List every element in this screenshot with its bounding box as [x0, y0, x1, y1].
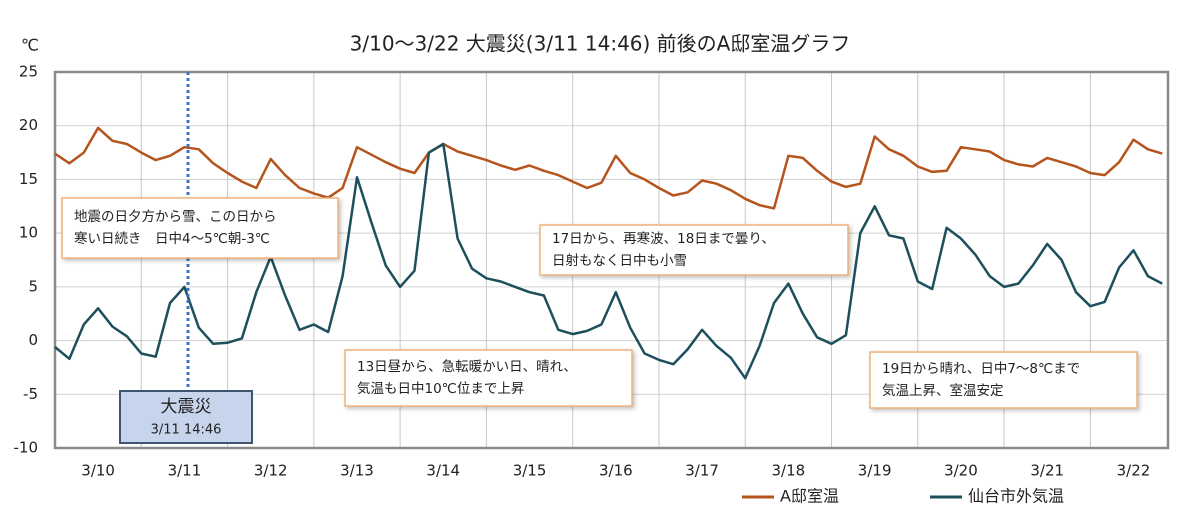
y-tick-label: 20: [19, 116, 38, 134]
x-tick-label: 3/17: [685, 462, 719, 480]
series-line: [54, 126, 1163, 210]
annotation-box: [869, 351, 1138, 409]
x-tick-label: 3/11: [168, 462, 202, 480]
legend-label: A邸室温: [780, 487, 839, 506]
y-tick-label: 25: [19, 63, 38, 81]
x-tick-label: 3/21: [1030, 462, 1064, 480]
event-time: 3/11 14:46: [151, 423, 222, 438]
x-tick-label: 3/16: [599, 462, 633, 480]
event-box: [119, 390, 253, 444]
y-tick-label: 5: [28, 277, 38, 295]
annotation-text: 19日から晴れ、日中7～8℃まで: [882, 361, 1080, 377]
annotation-text: 気温も日中10℃位まで上昇: [357, 381, 524, 397]
x-tick-label: 3/10: [81, 462, 115, 480]
annotation-text: 13日昼から、急転暖かい日、晴れ、: [357, 359, 577, 375]
annotation-text: 地震の日夕方から雪、この日から: [74, 209, 277, 225]
y-tick-label: 0: [28, 331, 38, 349]
annotation-box: [344, 349, 633, 407]
annotation-text: 17日から、再寒波、18日まで曇り、: [552, 230, 775, 247]
annotation-text: 寒い日続き 日中4～5℃朝-3℃: [74, 230, 270, 247]
y-tick-label: 15: [19, 170, 38, 188]
x-tick-label: 3/20: [944, 462, 978, 480]
annotation-text: 日射もなく日中も小雪: [552, 253, 687, 269]
plot-frame: [53, 70, 1170, 450]
x-tick-label: 3/22: [1117, 462, 1151, 480]
series-line: [54, 142, 1163, 380]
annotation-text: 気温上昇、室温安定: [882, 382, 1004, 399]
chart-title: 3/10～3/22 大震災(3/11 14:46) 前後のA邸室温グラフ: [350, 32, 851, 56]
y-tick-label: -5: [23, 385, 38, 403]
y-tick-label: -10: [14, 439, 39, 457]
y-unit: ℃: [21, 36, 39, 55]
x-tick-label: 3/18: [772, 462, 806, 480]
y-tick-label: 10: [19, 224, 38, 242]
legend-label: 仙台市外気温: [968, 487, 1064, 506]
x-tick-label: 3/19: [858, 462, 892, 480]
annotation-box: [61, 197, 339, 259]
event-label: 大震災: [161, 397, 212, 417]
x-tick-label: 3/13: [340, 462, 374, 480]
x-tick-label: 3/12: [254, 462, 288, 480]
x-tick-label: 3/15: [513, 462, 547, 480]
x-tick-label: 3/14: [426, 462, 460, 480]
annotation-box: [539, 224, 849, 276]
